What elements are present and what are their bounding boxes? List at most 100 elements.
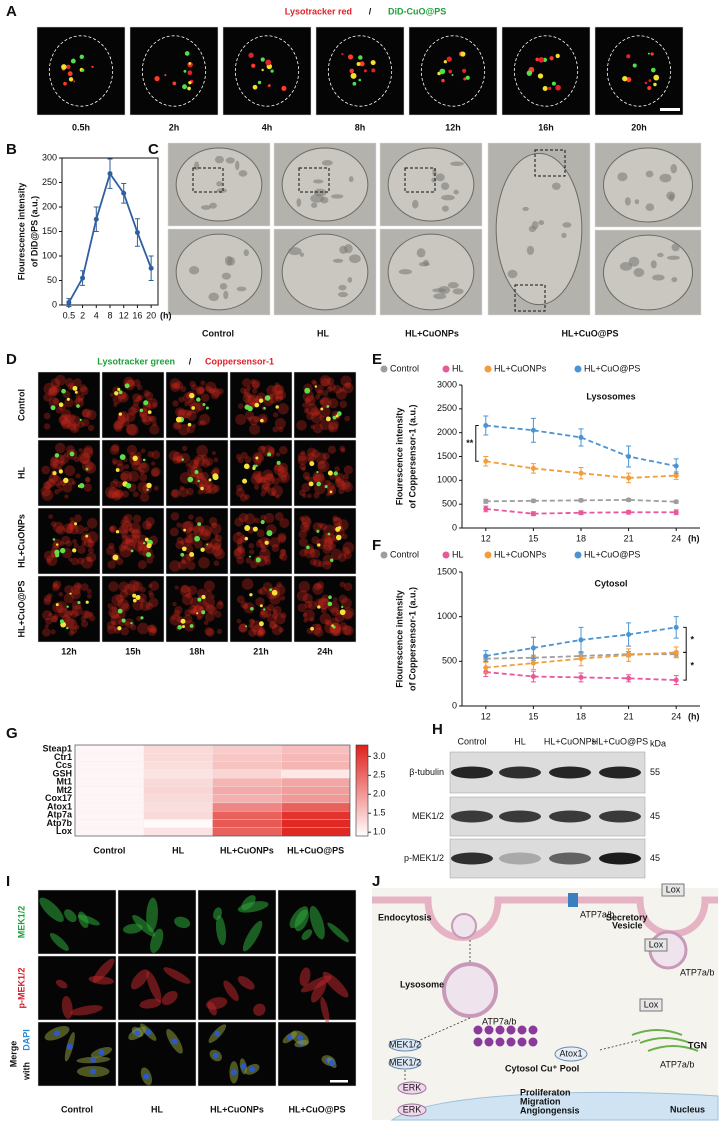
row-label: HL+CuO@PS [16, 580, 26, 637]
micrograph-spot [335, 478, 341, 484]
micrograph-spot [61, 409, 71, 419]
heatmap-cell [212, 802, 282, 812]
micrograph-border [167, 142, 271, 227]
heatmap-cell [74, 761, 144, 770]
micrograph-spot [81, 460, 94, 472]
micrograph-spot [248, 623, 254, 629]
micrograph-spot [300, 515, 311, 526]
micrograph-spot [182, 409, 192, 419]
cell-body [281, 233, 369, 311]
micrograph-spot [184, 544, 194, 553]
micrograph-spot [298, 580, 311, 593]
micrograph-spot [244, 395, 257, 408]
significance-label: * [690, 661, 694, 671]
micrograph-spot [180, 585, 192, 597]
micrograph-spot [111, 491, 122, 501]
micrograph-spot [148, 583, 153, 588]
micrograph-spot [58, 402, 64, 407]
micrograph-spot [296, 1034, 303, 1041]
micrograph-spot [272, 412, 279, 418]
cell [123, 923, 143, 934]
micrograph-spot [251, 63, 256, 68]
time-label: 18h [189, 646, 205, 656]
micrograph-spot [245, 557, 252, 564]
legend-label: HL [452, 363, 464, 373]
micrograph-spot [269, 588, 273, 592]
y-tick-label: 300 [42, 152, 57, 162]
micrograph-spot [255, 597, 265, 607]
micrograph-spot [243, 388, 250, 395]
micrograph-spot [341, 533, 348, 540]
data-point [483, 665, 489, 671]
micrograph-spot [214, 610, 222, 618]
micrograph-spot [187, 86, 191, 91]
micrograph-spot [196, 612, 199, 615]
micrograph-spot [58, 607, 69, 618]
blot-band [599, 766, 641, 779]
x-unit: (h) [688, 533, 700, 543]
organelle [671, 276, 678, 283]
micrograph-spot [67, 610, 74, 616]
micrograph-spot [259, 609, 269, 619]
micrograph-spot [549, 56, 554, 61]
micrograph-spot [248, 618, 255, 625]
row-label: GSH [52, 768, 72, 778]
column-label: HL [151, 1104, 163, 1114]
micrograph-spot [137, 560, 147, 570]
micrograph-spot [327, 532, 331, 536]
micrograph-spot [124, 618, 135, 629]
micrograph-spot [149, 424, 160, 435]
micrograph-spot [153, 485, 159, 491]
micrograph-spot [51, 553, 56, 558]
cell [213, 907, 222, 920]
micrograph-spot [188, 62, 192, 65]
heatmap-cell [281, 827, 351, 837]
micrograph-spot [236, 556, 245, 565]
micrograph-spot [271, 589, 278, 596]
micrograph-spot [120, 470, 133, 483]
column-label: HL+CuONPs [544, 736, 597, 746]
micrograph-spot [46, 558, 52, 564]
micrograph-border [197, 1021, 277, 1087]
micrograph-spot [358, 55, 363, 60]
micrograph-spot [249, 560, 258, 569]
micrograph-spot [268, 621, 277, 630]
x-tick-label: 15 [528, 533, 538, 543]
micrograph-spot [201, 610, 206, 615]
micrograph-spot [249, 423, 261, 435]
micrograph-spot [187, 465, 199, 477]
micrograph-border [293, 439, 357, 507]
micrograph [118, 1022, 196, 1086]
micrograph-spot [132, 593, 137, 598]
significance-label: ** [466, 438, 474, 448]
legend-label: HL+CuO@PS [584, 363, 640, 373]
micrograph-spot [50, 378, 61, 388]
micrograph-spot [140, 616, 144, 620]
micrograph-spot [325, 620, 332, 626]
organelle [526, 245, 535, 255]
micrograph-spot [257, 80, 262, 85]
time-label: 12h [61, 646, 77, 656]
micrograph-spot [63, 81, 67, 86]
micrograph-spot [150, 626, 158, 634]
y-tick-label: 500 [442, 656, 457, 666]
micrograph-spot [267, 452, 272, 457]
micrograph-spot [185, 592, 192, 599]
group-label: Control [202, 328, 234, 338]
micrograph-spot [272, 612, 278, 619]
micrograph-spot [299, 463, 307, 471]
micrograph-spot [148, 592, 155, 599]
micrograph-spot [118, 412, 122, 416]
micrograph [595, 27, 683, 115]
micrograph-spot [257, 588, 263, 595]
micrograph-spot [140, 448, 146, 454]
micrograph-spot [85, 534, 89, 538]
cell [299, 967, 311, 987]
micrograph-spot [199, 528, 212, 541]
micrograph-spot [109, 445, 120, 455]
legend-label: HL [452, 549, 464, 559]
micrograph-spot [121, 534, 128, 541]
micrograph-spot [189, 402, 201, 414]
organelle [216, 181, 223, 187]
